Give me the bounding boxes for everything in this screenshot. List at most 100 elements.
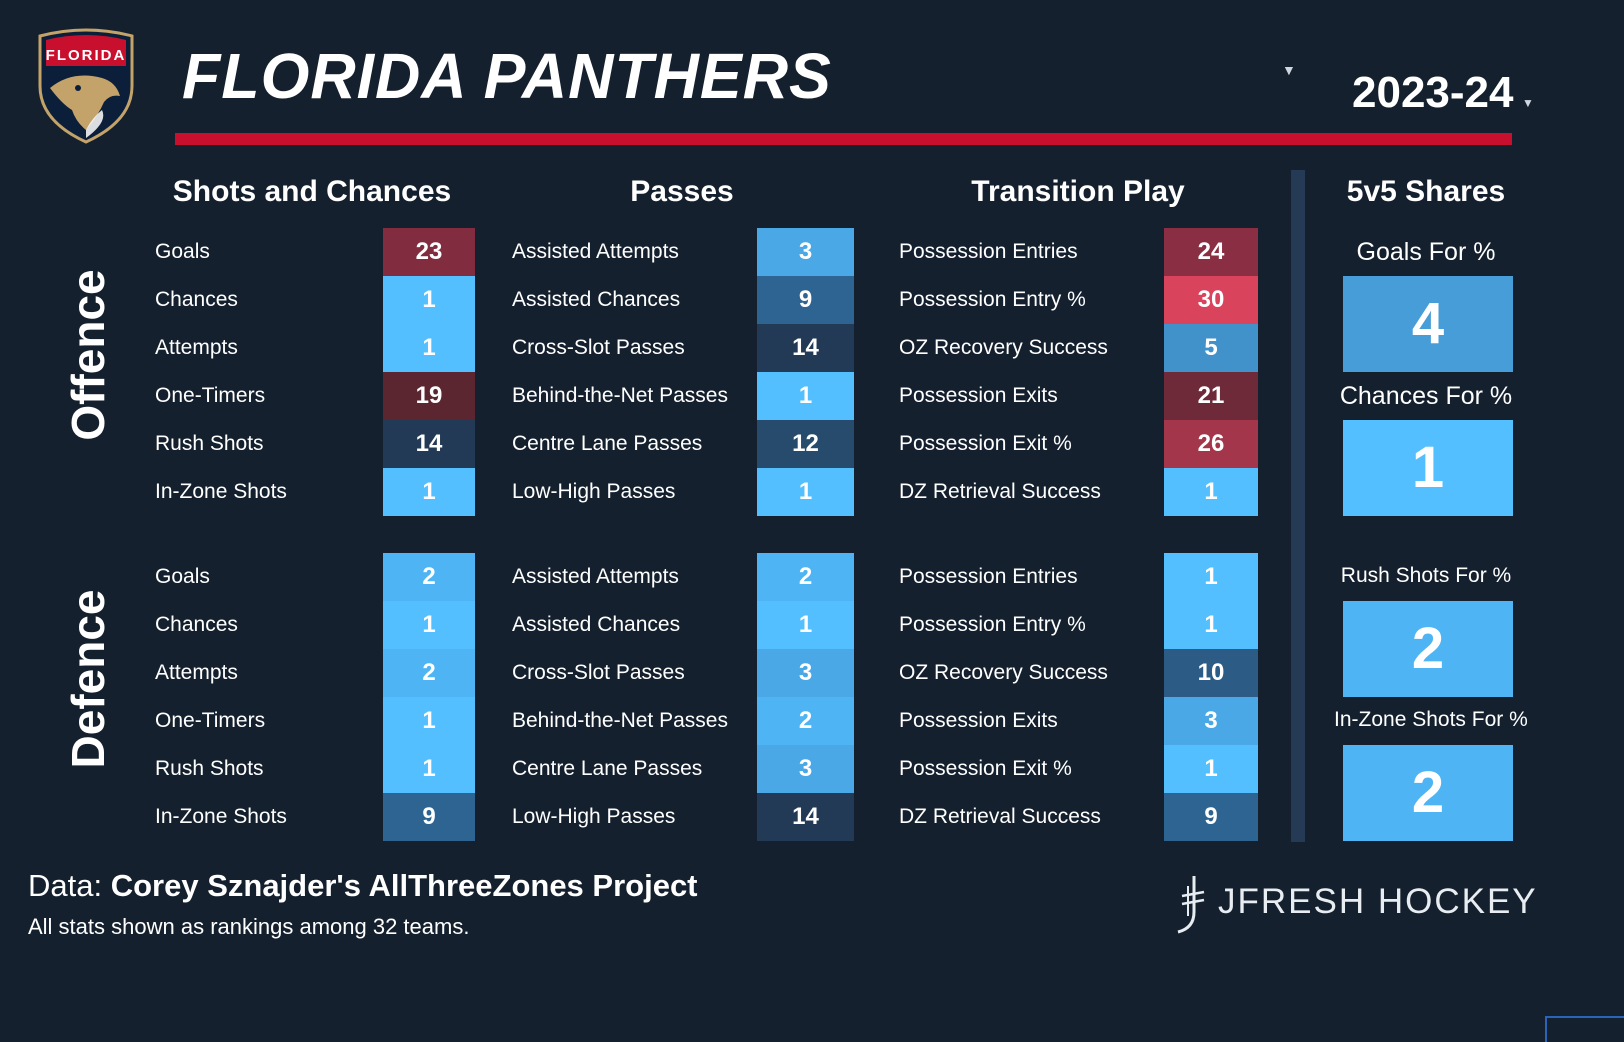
defence-attempts-label: Attempts — [155, 661, 238, 684]
offence-behind-the-net-passes-label: Behind-the-Net Passes — [512, 384, 728, 407]
section-transition-play: Transition Play — [971, 175, 1185, 208]
defence-dz-retrieval-success-label: DZ Retrieval Success — [899, 805, 1101, 828]
offence-possession-entry-pct-label: Possession Entry % — [899, 288, 1086, 311]
offence-behind-the-net-passes-rank: 1 — [757, 372, 854, 420]
defence-oz-recovery-success-rank: 10 — [1164, 649, 1258, 697]
offence-low-high-passes-rank: 1 — [757, 468, 854, 516]
offence-assisted-chances-label: Assisted Chances — [512, 288, 681, 311]
offence-goals-rank: 23 — [383, 228, 475, 276]
defence-goals-label: Goals — [155, 565, 210, 588]
defence-cross-slot-passes-rank: 3 — [757, 649, 854, 697]
jfresh-logo-icon — [1168, 872, 1208, 936]
defence-possession-entry-pct-rank: 1 — [1164, 601, 1258, 649]
defence-rush-shots-rank: 1 — [383, 745, 475, 793]
offence-possession-exit-pct-label: Possession Exit % — [899, 432, 1072, 455]
offence-possession-exit-pct-rank: 26 — [1164, 420, 1258, 468]
offence-oz-recovery-success-label: OZ Recovery Success — [899, 336, 1108, 359]
data-source: Data: Corey Sznajder's AllThreeZones Pro… — [28, 866, 698, 906]
defence-in-zone-shots-rank: 9 — [383, 793, 475, 841]
season-selector[interactable]: 2023-24 — [1352, 68, 1514, 117]
defence-low-high-passes-label: Low-High Passes — [512, 805, 676, 828]
section-5v5-shares: 5v5 Shares — [1346, 175, 1506, 208]
defence-low-high-passes-rank: 14 — [757, 793, 854, 841]
defence-possession-entry-pct-label: Possession Entry % — [899, 613, 1086, 636]
defence-cross-slot-passes-label: Cross-Slot Passes — [512, 661, 685, 684]
share-label-in-zone-shots-for: In-Zone Shots For % — [1334, 708, 1528, 731]
data-source-link[interactable]: Corey Sznajder's AllThreeZones Project — [110, 868, 698, 903]
defence-possession-exits-rank: 3 — [1164, 697, 1258, 745]
defence-possession-entries-label: Possession Entries — [899, 565, 1078, 588]
share-label-goals-for: Goals For % — [1356, 238, 1496, 266]
offence-assisted-attempts-label: Assisted Attempts — [512, 240, 679, 263]
share-label-rush-shots-for: Rush Shots For % — [1340, 564, 1512, 587]
defence-rush-shots-label: Rush Shots — [155, 757, 264, 780]
offence-one-timers-rank: 19 — [383, 372, 475, 420]
offence-possession-entries-rank: 24 — [1164, 228, 1258, 276]
offence-assisted-attempts-rank: 3 — [757, 228, 854, 276]
offence-dz-retrieval-success-label: DZ Retrieval Success — [899, 480, 1101, 503]
offence-rush-shots-rank: 14 — [383, 420, 475, 468]
offence-chances-rank: 1 — [383, 276, 475, 324]
corner-frame — [1545, 1016, 1624, 1042]
offence-possession-exits-rank: 21 — [1164, 372, 1258, 420]
defence-assisted-attempts-label: Assisted Attempts — [512, 565, 679, 588]
offence-chances-label: Chances — [155, 288, 238, 311]
team-dropdown-chevron-icon[interactable]: ▼ — [1282, 62, 1296, 78]
offence-attempts-label: Attempts — [155, 336, 238, 359]
defence-centre-lane-passes-label: Centre Lane Passes — [512, 757, 703, 780]
defence-possession-exits-label: Possession Exits — [899, 709, 1058, 732]
offence-goals-label: Goals — [155, 240, 210, 263]
ranking-note: All stats shown as rankings among 32 tea… — [28, 914, 470, 939]
defence-goals-rank: 2 — [383, 553, 475, 601]
offence-in-zone-shots-rank: 1 — [383, 468, 475, 516]
data-source-prefix: Data: — [28, 868, 111, 903]
defence-assisted-chances-label: Assisted Chances — [512, 613, 681, 636]
share-value-goals-for: 4 — [1343, 276, 1513, 372]
team-logo: FLORIDA — [32, 26, 140, 144]
offence-rush-shots-label: Rush Shots — [155, 432, 264, 455]
offence-oz-recovery-success-rank: 5 — [1164, 324, 1258, 372]
offence-one-timers-label: One-Timers — [155, 384, 266, 407]
section-passes: Passes — [630, 175, 734, 208]
brand-wordmark: JFRESH HOCKEY — [1218, 882, 1538, 921]
offence-centre-lane-passes-label: Centre Lane Passes — [512, 432, 703, 455]
defence-oz-recovery-success-label: OZ Recovery Success — [899, 661, 1108, 684]
offence-in-zone-shots-label: In-Zone Shots — [155, 480, 287, 503]
logo-wordmark: FLORIDA — [46, 47, 127, 64]
defence-assisted-attempts-rank: 2 — [757, 553, 854, 601]
section-shots-and-chances: Shots and Chances — [172, 175, 452, 208]
team-selector[interactable]: FLORIDA PANTHERS — [182, 40, 832, 112]
defence-possession-exit-pct-label: Possession Exit % — [899, 757, 1072, 780]
offence-possession-exits-label: Possession Exits — [899, 384, 1058, 407]
offence-assisted-chances-rank: 9 — [757, 276, 854, 324]
defence-chances-label: Chances — [155, 613, 238, 636]
title-underline — [175, 133, 1512, 145]
defence-in-zone-shots-label: In-Zone Shots — [155, 805, 287, 828]
defence-dz-retrieval-success-rank: 9 — [1164, 793, 1258, 841]
defence-behind-the-net-passes-label: Behind-the-Net Passes — [512, 709, 728, 732]
offence-attempts-rank: 1 — [383, 324, 475, 372]
offence-possession-entries-label: Possession Entries — [899, 240, 1078, 263]
defence-one-timers-label: One-Timers — [155, 709, 266, 732]
group-label-defence: Defence — [62, 589, 114, 769]
share-value-rush-shots-for: 2 — [1343, 601, 1513, 697]
share-label-chances-for: Chances For % — [1339, 382, 1513, 410]
season-dropdown-chevron-icon[interactable]: ▼ — [1522, 96, 1534, 110]
defence-possession-entries-rank: 1 — [1164, 553, 1258, 601]
defence-possession-exit-pct-rank: 1 — [1164, 745, 1258, 793]
group-label-offence: Offence — [62, 269, 114, 441]
offence-dz-retrieval-success-rank: 1 — [1164, 468, 1258, 516]
offence-centre-lane-passes-rank: 12 — [757, 420, 854, 468]
offence-low-high-passes-label: Low-High Passes — [512, 480, 676, 503]
share-value-chances-for: 1 — [1343, 420, 1513, 516]
offence-cross-slot-passes-rank: 14 — [757, 324, 854, 372]
defence-one-timers-rank: 1 — [383, 697, 475, 745]
defence-centre-lane-passes-rank: 3 — [757, 745, 854, 793]
defence-chances-rank: 1 — [383, 601, 475, 649]
column-divider — [1291, 170, 1305, 842]
offence-cross-slot-passes-label: Cross-Slot Passes — [512, 336, 685, 359]
defence-assisted-chances-rank: 1 — [757, 601, 854, 649]
offence-possession-entry-pct-rank: 30 — [1164, 276, 1258, 324]
share-value-in-zone-shots-for: 2 — [1343, 745, 1513, 841]
defence-behind-the-net-passes-rank: 2 — [757, 697, 854, 745]
